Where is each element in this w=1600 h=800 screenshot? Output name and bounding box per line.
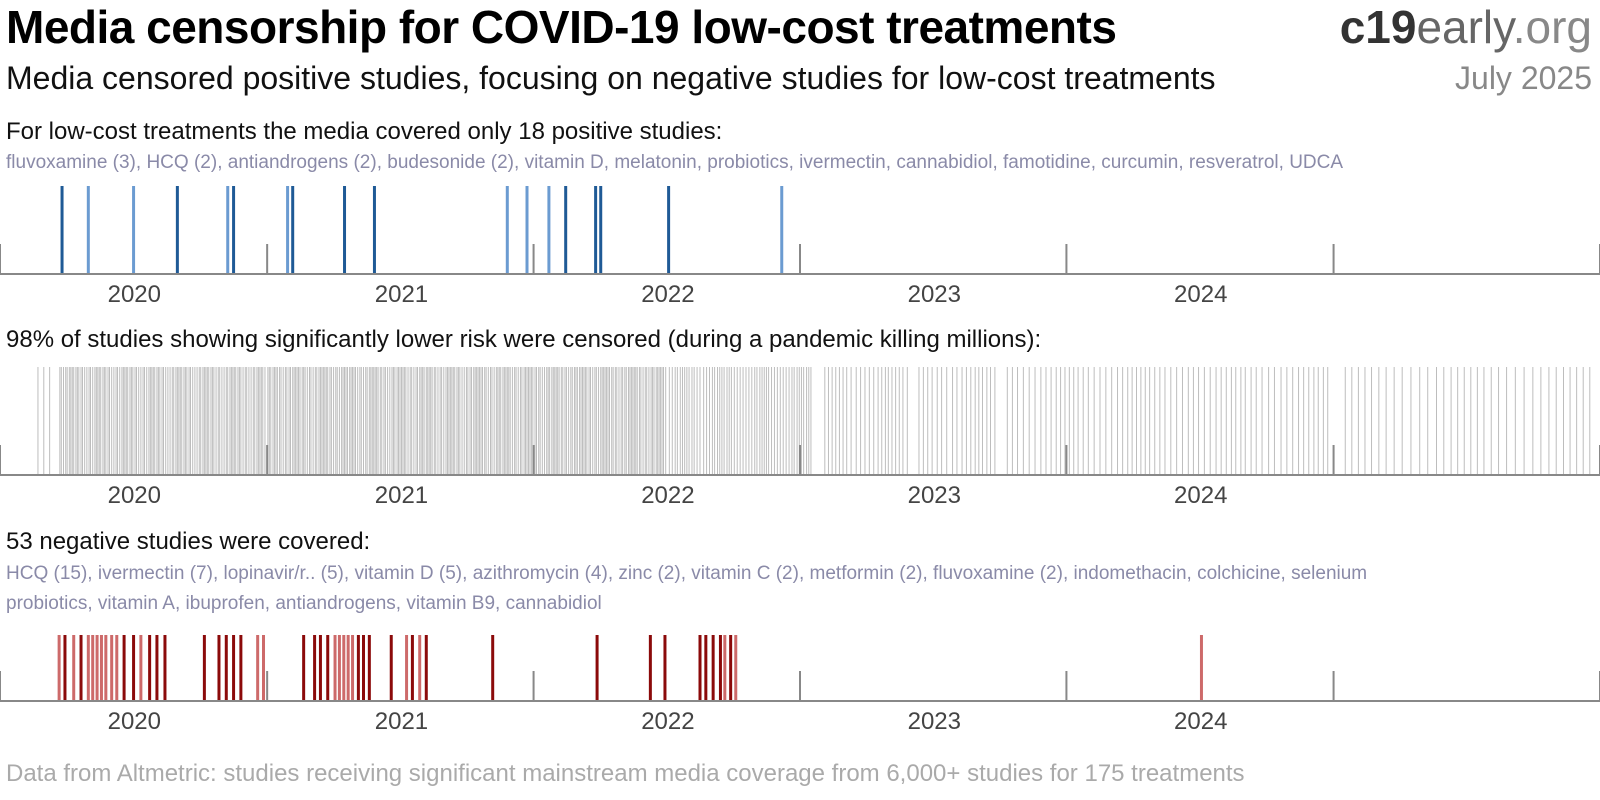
treatment-label: vitamin D (5) [354, 563, 463, 584]
positive-treatment-list: fluvoxamine (3), HCQ (2), antiandrogens … [6, 152, 1344, 173]
treatment-label: HCQ (15) [6, 563, 88, 584]
treatment-label: ibuprofen [185, 593, 265, 614]
negative-treatment-list-line1: HCQ (15), ivermectin (7), lopinavir/r.. … [6, 563, 1368, 584]
treatment-label: antiandrogens [275, 593, 396, 614]
timeline-year-label: 2023 [908, 281, 961, 308]
treatment-label: indomethacin [1073, 563, 1187, 584]
censored-timeline-chart: 2020 2021 2022 2023 2024 [0, 367, 1600, 509]
treatment-label: vitamin C (2) [691, 563, 799, 584]
positive-heading: For low-cost treatments the media covere… [6, 118, 723, 145]
negative-heading: 53 negative studies were covered: [6, 528, 371, 555]
treatment-label: cannabidiol [505, 593, 602, 614]
page-subtitle: Media censored positive studies, focusin… [6, 60, 1216, 96]
timeline-year-label: 2021 [375, 482, 428, 509]
treatment-label: probiotics [707, 152, 789, 173]
treatment-label: colchicine [1197, 563, 1281, 584]
timeline-year-label: 2020 [108, 482, 161, 509]
treatment-label: selenium [1291, 563, 1368, 584]
treatment-label: antiandrogens (2) [227, 152, 377, 173]
timeline-year-label: 2021 [375, 708, 428, 735]
treatment-label: probiotics [6, 593, 88, 614]
negative-treatment-list-line2: probiotics, vitamin A, ibuprofen, antian… [6, 593, 602, 614]
timeline-year-label: 2024 [1174, 482, 1227, 509]
timeline-year-label: 2024 [1174, 281, 1227, 308]
treatment-label: vitamin D [524, 152, 604, 173]
censored-heading: 98% of studies showing significantly low… [6, 326, 1042, 353]
timeline-year-label: 2022 [641, 281, 694, 308]
brand-part-2: early [1416, 1, 1513, 53]
treatment-label: resveratrol [1188, 152, 1279, 173]
timeline-year-label: 2023 [908, 482, 961, 509]
treatment-label: vitamin A [97, 593, 175, 614]
timeline-year-label: 2020 [108, 281, 161, 308]
brand-part-1: c19 [1339, 1, 1417, 53]
treatment-label: HCQ (2) [146, 152, 218, 173]
timeline-year-label: 2022 [641, 708, 694, 735]
treatment-label: vitamin B9 [406, 593, 496, 614]
treatment-label: ivermectin (7) [97, 563, 213, 584]
treatment-label: cannabidiol [896, 152, 993, 173]
treatment-label: ivermectin [799, 152, 886, 173]
brand-logo: c19early.org [1340, 0, 1592, 54]
timeline-year-label: 2022 [641, 482, 694, 509]
treatment-label: budesonide (2) [387, 152, 515, 173]
treatment-label: famotidine [1003, 152, 1091, 173]
treatment-label: metformin (2) [809, 563, 923, 584]
page-date: July 2025 [1455, 60, 1592, 96]
treatment-label: zinc (2) [618, 563, 681, 584]
treatment-label: curcumin [1101, 152, 1179, 173]
page-title: Media censorship for COVID-19 low-cost t… [6, 1, 1117, 53]
positive-timeline-chart: 2020 2021 2022 2023 2024 [0, 186, 1600, 308]
treatment-label: lopinavir/r.. (5) [223, 563, 344, 584]
treatment-label: melatonin [614, 152, 697, 173]
treatment-label: fluvoxamine (3) [6, 152, 136, 173]
timeline-year-label: 2020 [108, 708, 161, 735]
negative-timeline-chart: 2020 2021 2022 2023 2024 [0, 635, 1600, 735]
treatment-label: UDCA [1289, 152, 1344, 173]
footer-source-note: Data from Altmetric: studies receiving s… [6, 760, 1245, 787]
treatment-label: fluvoxamine (2) [933, 563, 1063, 584]
treatment-label: azithromycin (4) [472, 563, 608, 584]
timeline-year-label: 2023 [908, 708, 961, 735]
timeline-year-label: 2021 [375, 281, 428, 308]
timeline-year-label: 2024 [1174, 708, 1227, 735]
brand-part-3: .org [1512, 1, 1592, 53]
